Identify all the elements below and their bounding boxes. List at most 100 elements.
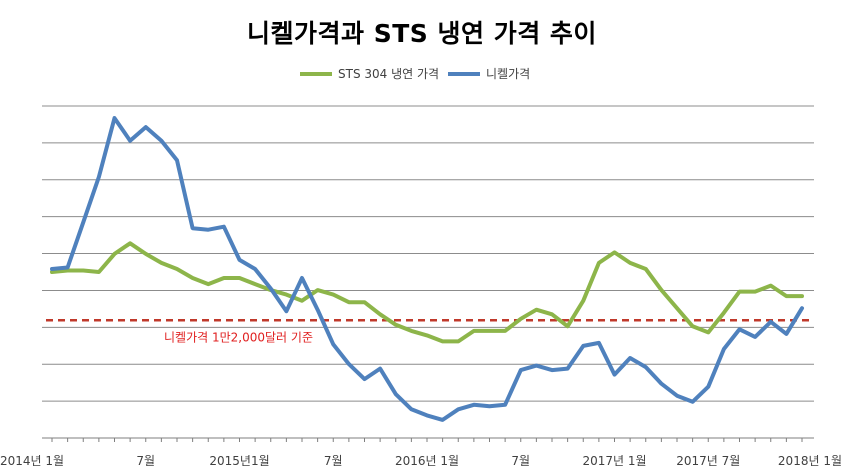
- data-point: [550, 368, 554, 372]
- data-point: [722, 311, 726, 314]
- series-line-0: [50, 241, 804, 344]
- data-point: [97, 175, 101, 179]
- legend-label: 니켈가격: [486, 67, 530, 81]
- data-point: [425, 334, 429, 337]
- data-point: [660, 382, 663, 385]
- data-point: [753, 335, 757, 339]
- data-point: [660, 288, 663, 292]
- data-point: [519, 368, 522, 372]
- data-point: [316, 308, 319, 311]
- data-point: [50, 270, 54, 274]
- data-point: [285, 310, 288, 313]
- data-point: [707, 385, 710, 388]
- data-point: [769, 284, 772, 287]
- series-line-1: [50, 116, 804, 422]
- data-point: [394, 393, 397, 396]
- data-point: [582, 344, 585, 348]
- data-point: [472, 403, 476, 406]
- data-point: [503, 329, 507, 333]
- data-point: [691, 400, 694, 403]
- x-tick-label: 2018년 1월: [778, 454, 842, 468]
- data-point: [66, 266, 69, 269]
- data-point: [644, 267, 647, 271]
- data-point: [628, 261, 632, 265]
- data-point: [769, 320, 772, 323]
- series-layer: [50, 116, 804, 422]
- data-point: [535, 364, 538, 367]
- x-tick-label: 2017년 7월: [676, 454, 740, 468]
- data-point: [222, 276, 226, 280]
- data-point: [644, 365, 647, 369]
- data-point: [503, 403, 507, 406]
- chart-title: 니켈가격과 STS 냉연 가격 추이: [247, 19, 597, 48]
- data-point: [691, 325, 694, 328]
- data-point: [300, 299, 304, 302]
- x-tick-label: 7월: [511, 454, 530, 468]
- data-point: [597, 341, 601, 345]
- data-point: [707, 331, 710, 334]
- data-point: [675, 307, 679, 310]
- data-point: [378, 367, 382, 370]
- data-point: [738, 328, 741, 331]
- data-point: [566, 367, 569, 370]
- data-point: [488, 329, 491, 333]
- data-point: [253, 267, 257, 271]
- data-point: [675, 394, 679, 397]
- data-point: [347, 362, 351, 366]
- data-point: [566, 325, 569, 328]
- data-point: [332, 293, 335, 296]
- data-point: [550, 313, 554, 316]
- data-point: [488, 405, 491, 408]
- data-point: [457, 408, 460, 411]
- data-point: [410, 408, 413, 411]
- data-point: [160, 261, 163, 265]
- legend: STS 304 냉연 가격 니켈가격: [300, 67, 530, 81]
- data-point: [597, 261, 601, 265]
- data-point: [97, 270, 101, 274]
- gridlines: [42, 105, 814, 402]
- data-point: [175, 267, 179, 271]
- data-point: [222, 225, 226, 228]
- reference-line-label: 니켈가격 1만2,000달러 기준: [164, 330, 313, 344]
- data-point: [800, 294, 804, 298]
- data-point: [347, 300, 351, 304]
- data-point: [316, 288, 319, 292]
- data-point: [128, 242, 132, 245]
- data-point: [753, 290, 757, 293]
- data-point: [378, 313, 382, 316]
- data-point: [472, 329, 476, 333]
- data-point: [113, 252, 116, 256]
- data-point: [207, 282, 210, 286]
- x-tick-label: 7월: [136, 454, 155, 468]
- data-point: [191, 227, 194, 230]
- data-point: [175, 159, 179, 162]
- data-point: [441, 340, 444, 343]
- data-point: [410, 329, 413, 333]
- data-point: [144, 125, 147, 129]
- data-point: [628, 356, 632, 360]
- x-tick-label: 2017년 1월: [582, 454, 646, 468]
- data-point: [394, 323, 397, 327]
- data-point: [800, 307, 804, 310]
- data-point: [785, 294, 788, 298]
- x-tick-label: 2014년 1월: [0, 454, 64, 468]
- data-point: [160, 139, 163, 142]
- data-point: [113, 116, 116, 120]
- data-point: [253, 282, 257, 286]
- x-tick-label: 2016년 1월: [395, 454, 459, 468]
- data-point: [785, 332, 788, 336]
- data-point: [191, 276, 194, 280]
- legend-label: STS 304 냉연 가격: [338, 67, 439, 81]
- data-point: [519, 317, 522, 320]
- data-point: [238, 276, 241, 280]
- data-point: [425, 414, 429, 417]
- data-point: [722, 347, 726, 351]
- data-point: [363, 377, 366, 381]
- reference-layer: 니켈가격 1만2,000달러 기준: [46, 319, 810, 344]
- data-point: [144, 252, 147, 256]
- data-point: [269, 287, 272, 290]
- data-point: [50, 267, 54, 271]
- data-point: [441, 418, 444, 422]
- data-point: [613, 251, 616, 254]
